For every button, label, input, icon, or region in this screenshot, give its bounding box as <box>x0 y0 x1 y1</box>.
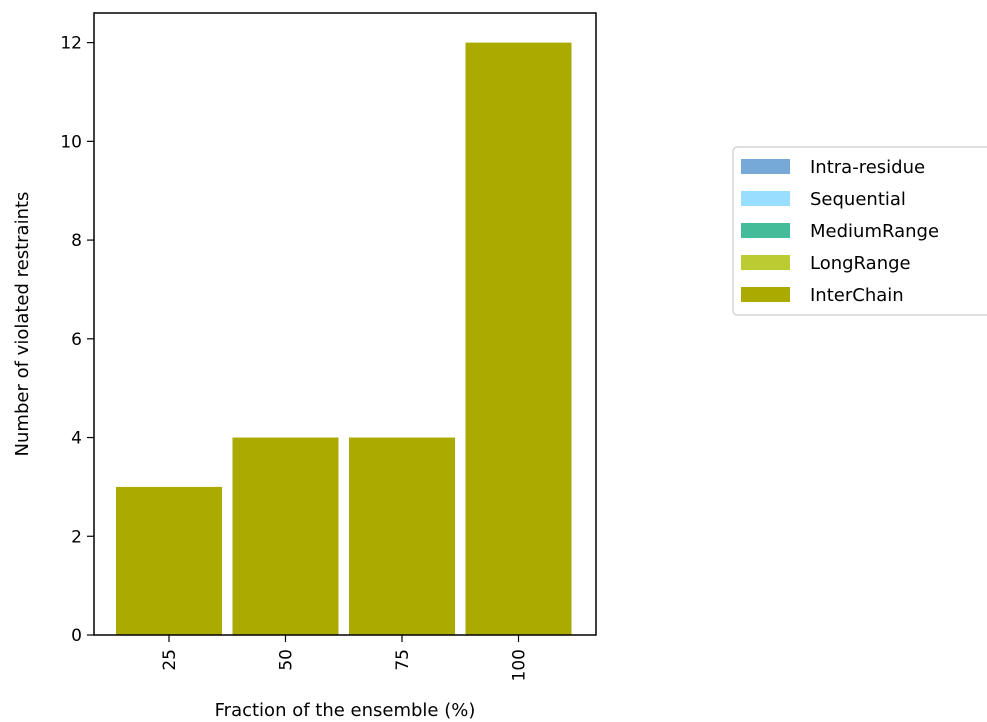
legend-label-mediumrange: MediumRange <box>810 221 939 242</box>
legend-swatch-longrange <box>741 255 790 270</box>
legend-swatch-intra-residue <box>741 159 790 174</box>
y-tick-label: 10 <box>60 132 82 152</box>
y-tick-label: 4 <box>71 429 82 449</box>
legend-box <box>732 146 987 316</box>
legend-swatch-mediumrange <box>741 223 790 238</box>
x-tick-label: 100 <box>510 649 530 681</box>
y-tick-label: 2 <box>71 527 82 547</box>
bar-interchain-50 <box>232 437 339 635</box>
y-axis-ticks: 0 2 4 6 8 10 12 <box>60 34 94 646</box>
legend-label-intra-residue: Intra-residue <box>810 157 925 178</box>
x-axis-label: Fraction of the ensemble (%) <box>215 700 476 721</box>
y-axis-label: Number of violated restraints <box>12 192 33 457</box>
legend: Intra-residue Sequential MediumRange LongRa… <box>732 146 987 316</box>
x-axis-ticks: 25 50 75 100 <box>160 635 530 681</box>
y-tick-label: 0 <box>71 626 82 646</box>
legend-swatch-interchain <box>741 287 790 302</box>
x-tick-label: 75 <box>393 649 413 671</box>
x-tick-label: 50 <box>277 649 297 671</box>
legend-label-sequential: Sequential <box>810 189 906 210</box>
y-tick-label: 8 <box>71 231 82 251</box>
y-tick-label: 12 <box>60 34 82 54</box>
plot-frame <box>93 12 597 636</box>
bar-interchain-25 <box>116 486 222 635</box>
y-tick-label: 6 <box>71 330 82 350</box>
legend-label-longrange: LongRange <box>810 253 911 274</box>
bar-interchain-100 <box>465 42 572 636</box>
bar-interchain-75 <box>349 437 455 635</box>
legend-label-interchain: InterChain <box>810 285 904 306</box>
x-tick-label: 25 <box>160 649 180 671</box>
legend-swatch-sequential <box>741 191 790 206</box>
bars-group <box>116 42 572 636</box>
